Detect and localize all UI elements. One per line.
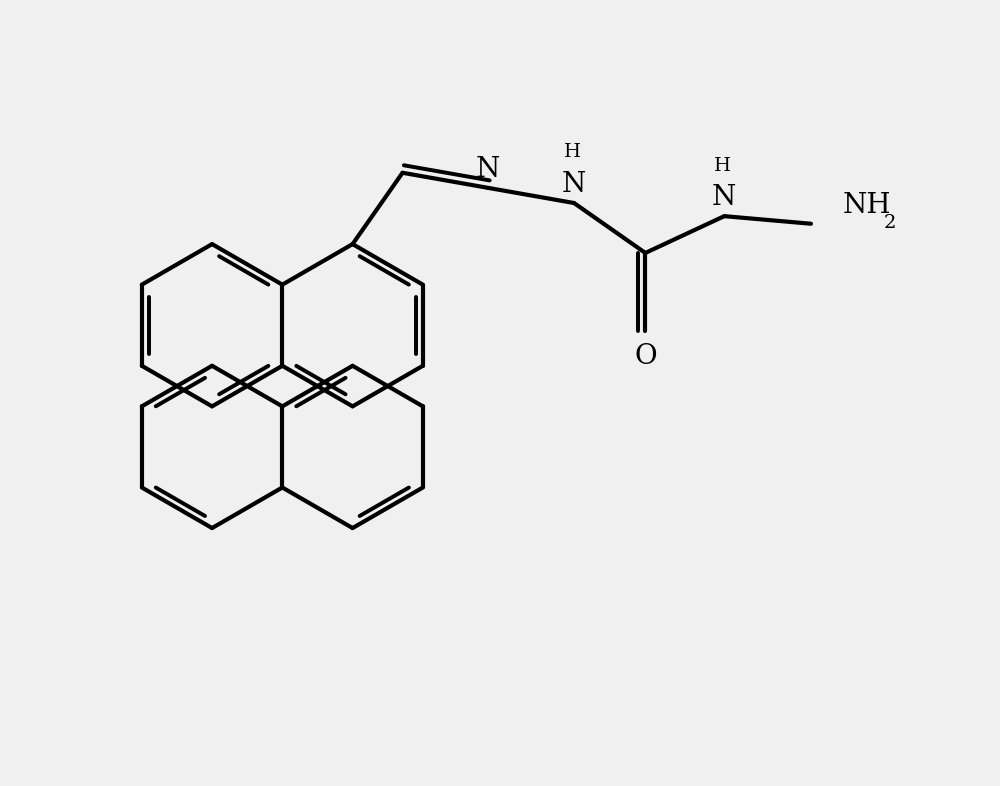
Text: N: N [712,184,736,211]
Text: 2: 2 [883,214,896,232]
Text: O: O [634,343,657,370]
Text: N: N [562,171,586,198]
Text: H: H [714,156,731,174]
Text: H: H [564,144,581,161]
Text: NH: NH [843,192,891,219]
Text: N: N [476,156,500,183]
